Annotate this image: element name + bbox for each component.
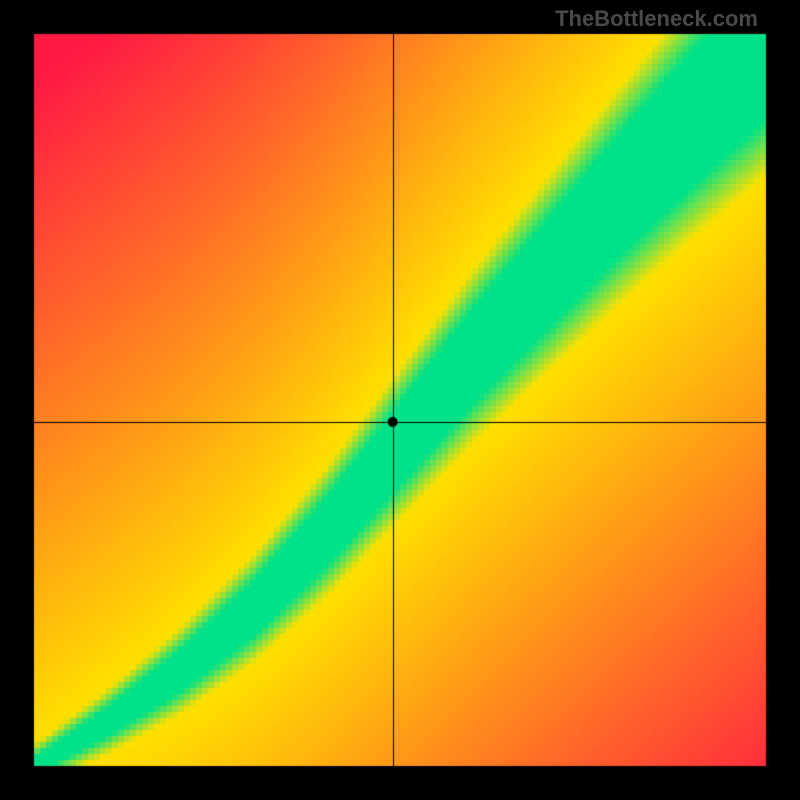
bottleneck-heatmap-canvas [0,0,800,800]
watermark-text: TheBottleneck.com [555,6,758,32]
